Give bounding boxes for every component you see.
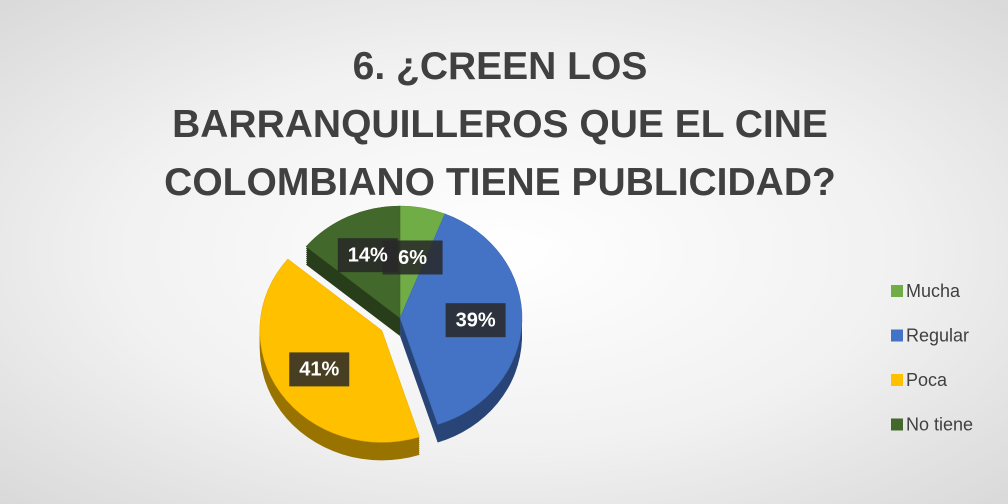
legend-swatch: [891, 374, 903, 386]
legend-label: Regular: [906, 325, 969, 345]
legend-swatch: [891, 285, 903, 297]
data-label: 6%: [398, 247, 427, 269]
legend-label: Mucha: [906, 281, 961, 301]
chart-title: 6. ¿CREEN LOS BARRANQUILLEROS QUE EL CIN…: [164, 45, 836, 204]
legend-label: Poca: [906, 370, 948, 390]
data-label-box: [289, 352, 350, 387]
data-label-box: [337, 238, 398, 273]
data-label: 39%: [456, 309, 496, 331]
legend-label: No tiene: [906, 414, 973, 434]
slice: [259, 258, 420, 443]
legend-swatch: [891, 418, 903, 431]
data-label: 14%: [348, 244, 388, 266]
legend-swatch: [891, 329, 903, 342]
data-label-box: [445, 303, 506, 338]
data-label: 41%: [299, 359, 339, 381]
